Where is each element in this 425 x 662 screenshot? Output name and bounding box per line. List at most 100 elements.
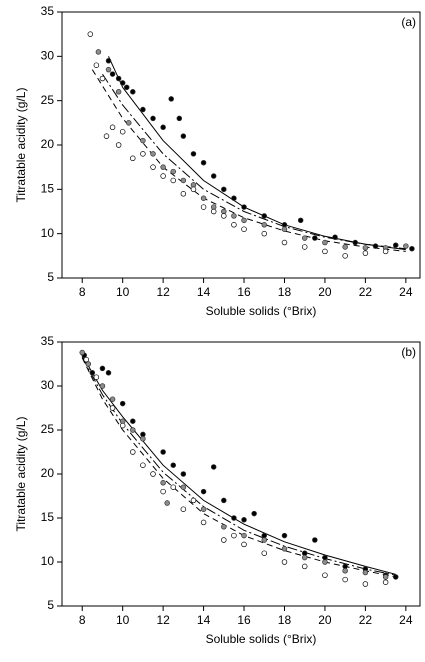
data-point — [382, 574, 389, 580]
y-tick-label: 35 — [41, 334, 55, 348]
data-point — [115, 89, 122, 95]
data-point — [342, 576, 348, 583]
data-point — [342, 253, 348, 259]
data-point — [170, 462, 176, 468]
y-tick-label: 25 — [41, 93, 55, 107]
data-point — [140, 462, 146, 468]
data-point — [190, 182, 197, 188]
data-point — [190, 497, 197, 504]
x-tick-label: 16 — [237, 285, 251, 299]
data-point — [170, 168, 176, 175]
data-point — [140, 436, 146, 442]
data-point — [261, 222, 268, 228]
x-tick-label: 24 — [399, 285, 413, 299]
data-point — [200, 506, 207, 512]
data-point — [99, 75, 106, 82]
data-point — [160, 480, 166, 486]
data-point — [130, 427, 136, 433]
y-tick-label: 15 — [41, 182, 55, 196]
data-point — [362, 250, 369, 256]
data-point — [200, 488, 207, 495]
data-point — [180, 177, 187, 184]
data-point — [123, 84, 130, 91]
data-point — [150, 115, 156, 122]
x-tick-label: 20 — [318, 613, 332, 627]
data-point — [170, 177, 176, 184]
data-point — [210, 204, 217, 210]
data-point — [200, 195, 207, 201]
data-point — [221, 208, 227, 215]
data-point — [109, 405, 116, 411]
data-point — [210, 464, 217, 470]
x-tick-label: 14 — [197, 613, 211, 627]
data-point — [301, 554, 308, 561]
data-point — [332, 234, 338, 240]
data-point — [261, 550, 268, 556]
data-point — [130, 449, 136, 455]
data-point — [160, 124, 166, 131]
data-point — [130, 89, 136, 95]
y-tick-label: 15 — [41, 510, 55, 524]
data-point — [231, 195, 237, 201]
x-tick-label: 8 — [79, 613, 86, 627]
y-tick-label: 20 — [41, 137, 55, 151]
data-point — [261, 537, 268, 543]
data-point — [362, 245, 369, 251]
panel-label: (b) — [401, 345, 416, 359]
data-point — [180, 484, 187, 490]
fit-curve — [81, 354, 396, 575]
data-point — [231, 222, 237, 228]
data-point — [160, 164, 166, 170]
data-point — [150, 164, 156, 170]
data-point — [301, 563, 308, 570]
data-point — [109, 396, 116, 402]
data-point — [261, 213, 268, 219]
x-tick-label: 10 — [116, 613, 130, 627]
data-point — [362, 569, 369, 576]
data-point — [281, 546, 288, 552]
data-point — [160, 173, 166, 179]
data-point — [392, 574, 399, 580]
data-point — [322, 572, 328, 578]
y-axis-label: Titratable acidity (g/L) — [14, 88, 28, 203]
data-point — [109, 71, 116, 77]
data-point — [342, 244, 348, 250]
panel-label: (a) — [401, 15, 416, 29]
data-point — [301, 244, 308, 250]
data-point — [200, 204, 207, 210]
data-point — [261, 230, 268, 237]
y-tick-label: 5 — [47, 598, 54, 612]
y-tick-label: 10 — [41, 554, 55, 568]
data-point — [95, 49, 102, 55]
data-point — [130, 155, 136, 162]
data-point — [140, 106, 146, 113]
x-tick-label: 24 — [399, 613, 413, 627]
y-tick-label: 30 — [41, 49, 55, 63]
x-tick-label: 14 — [197, 285, 211, 299]
data-point — [322, 559, 328, 565]
data-point — [362, 581, 369, 587]
data-point — [170, 484, 176, 490]
x-tick-label: 12 — [156, 613, 170, 627]
data-point — [180, 506, 187, 512]
data-point — [176, 115, 183, 122]
data-point — [164, 500, 170, 506]
data-point — [93, 374, 100, 380]
data-point — [180, 191, 187, 197]
data-point — [372, 243, 379, 249]
data-point — [105, 66, 112, 73]
data-point — [210, 173, 217, 179]
data-point — [89, 370, 96, 376]
data-point — [241, 541, 247, 548]
data-point — [105, 370, 112, 376]
x-tick-label: 18 — [278, 613, 292, 627]
fit-curve — [81, 357, 396, 578]
data-point — [342, 568, 348, 574]
data-point — [168, 96, 174, 102]
x-tick-label: 22 — [359, 285, 373, 299]
data-point — [221, 537, 227, 543]
data-point — [231, 515, 237, 521]
data-point — [190, 186, 197, 193]
data-point — [99, 383, 106, 389]
data-point — [352, 239, 359, 246]
